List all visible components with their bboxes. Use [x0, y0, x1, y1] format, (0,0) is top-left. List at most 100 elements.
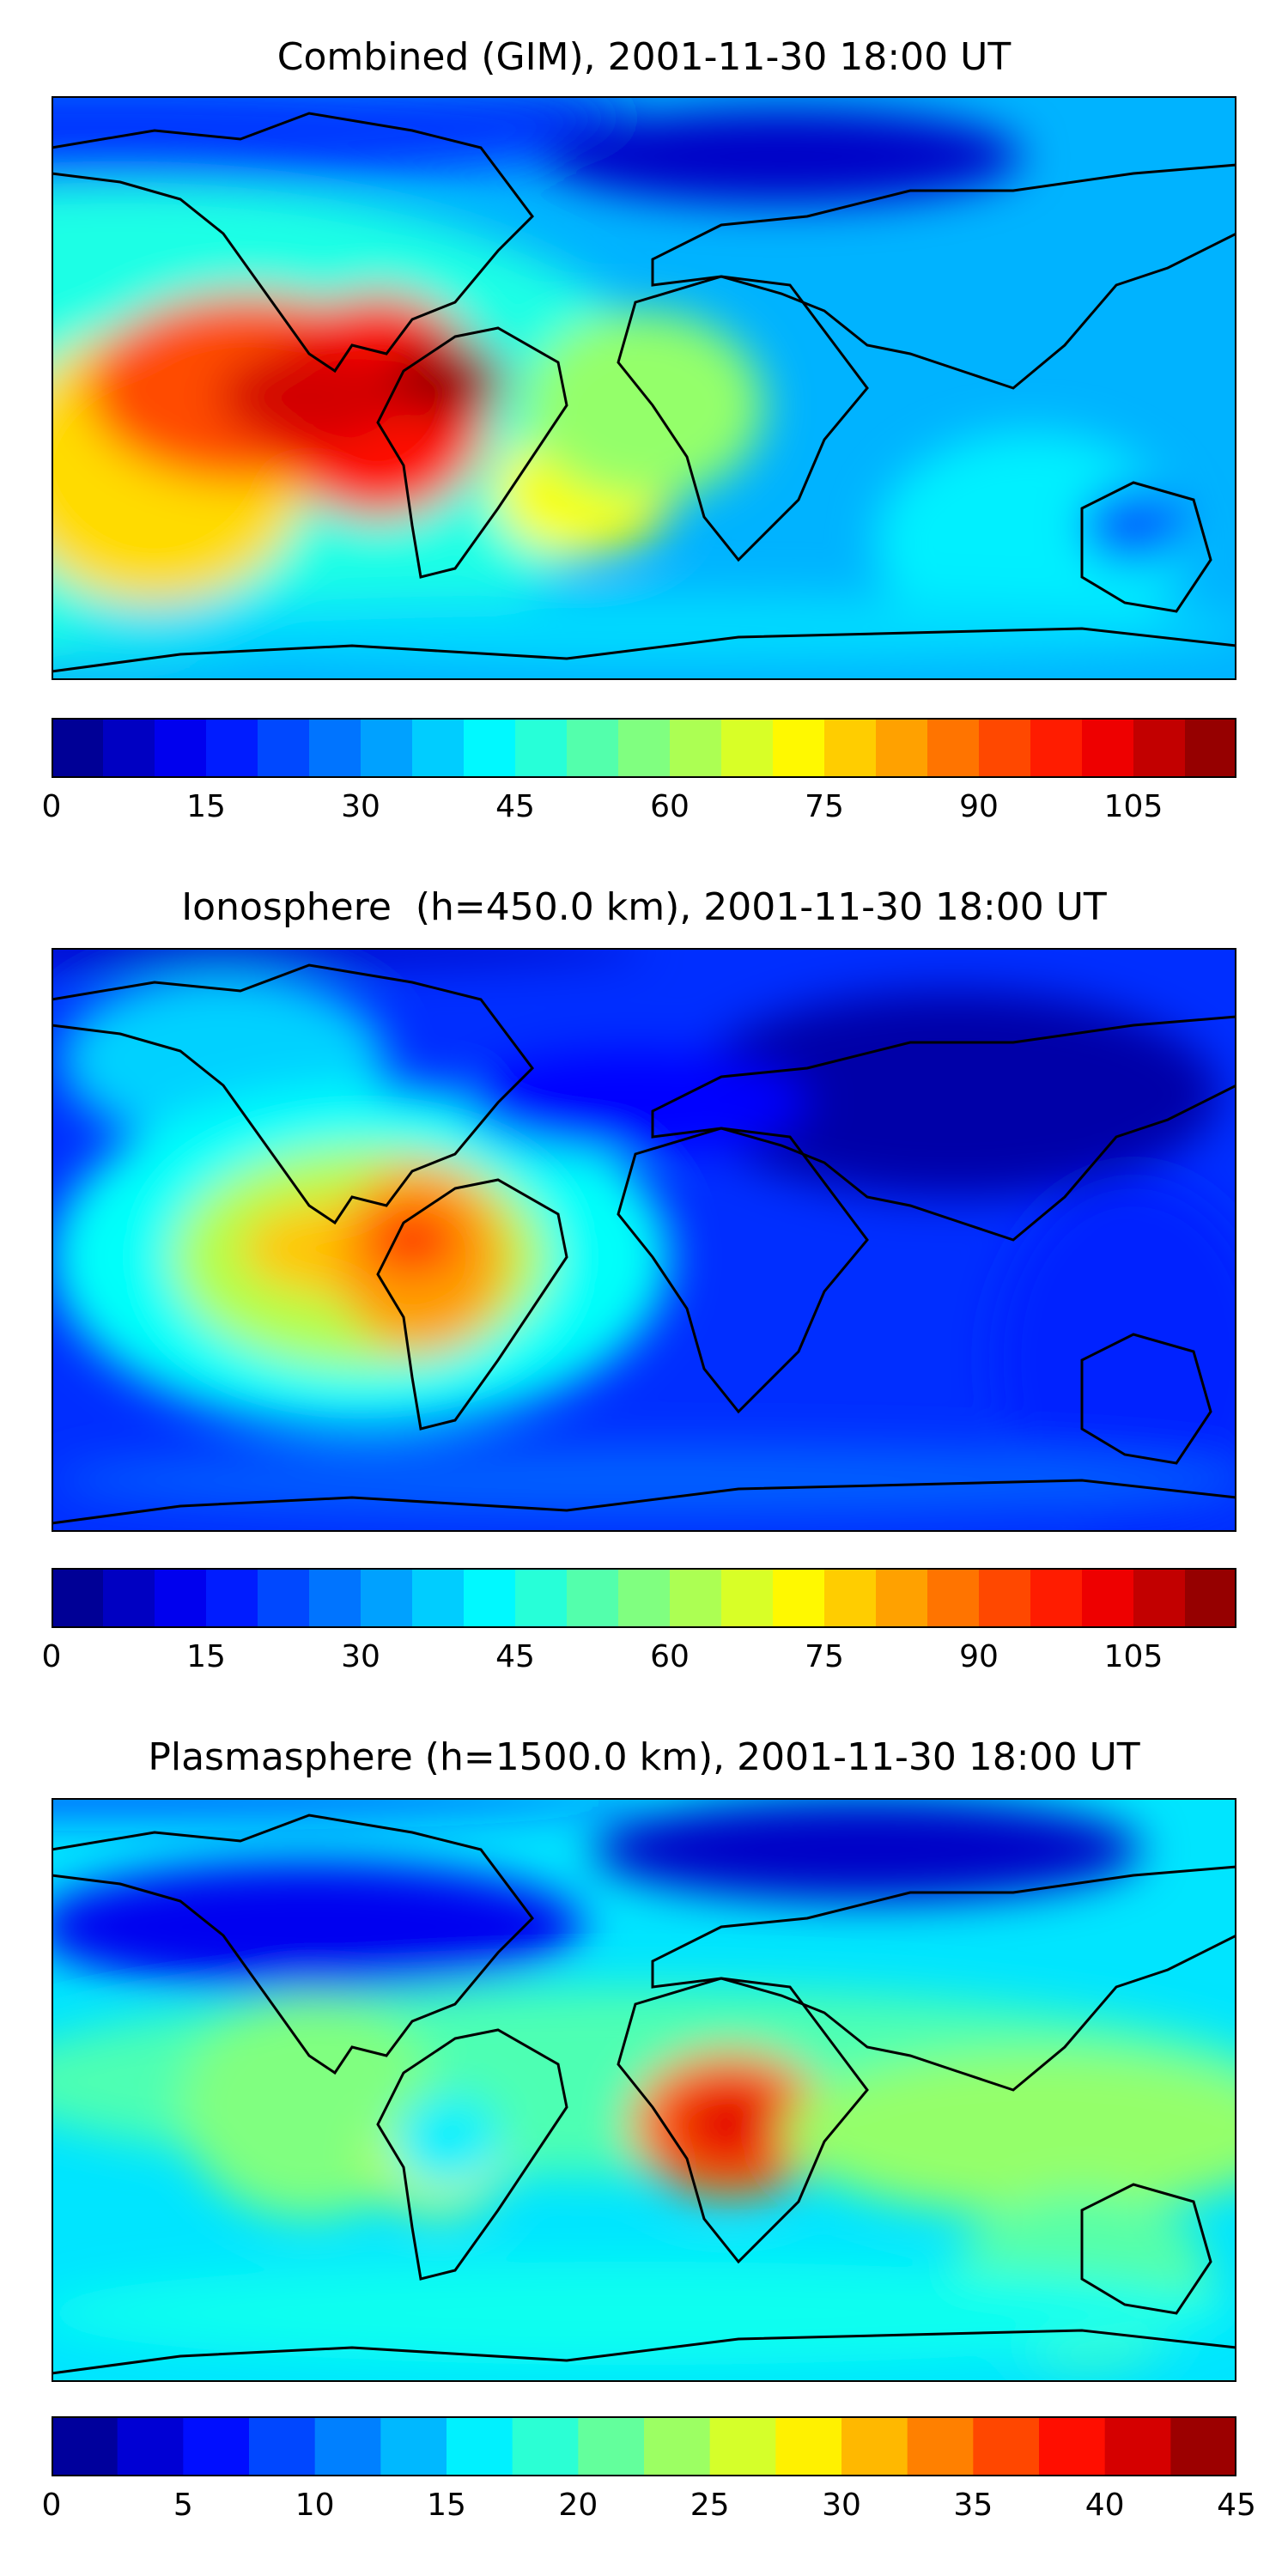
colorbar-segment	[1133, 1568, 1186, 1628]
colorbar-segment	[824, 1568, 877, 1628]
colorbar-tick-label: 75	[805, 789, 844, 824]
colorbar-segment	[876, 1568, 928, 1628]
map-frame	[52, 1798, 1236, 2382]
map-combined	[52, 96, 1236, 680]
colorbar-segment	[258, 1568, 310, 1628]
colorbar-segment	[512, 2416, 579, 2476]
colorbar-tick-label: 105	[1103, 1639, 1163, 1674]
colorbar-segment	[927, 718, 980, 778]
colorbar-frame	[52, 718, 1236, 778]
colorbar-segment	[876, 718, 928, 778]
panel-title-combined: Combined (GIM), 2001-11-30 18:00 UT	[276, 35, 1012, 79]
colorbar-segment	[412, 1568, 465, 1628]
colorbar-segment	[775, 2416, 842, 2476]
colorbar-tick-label: 35	[953, 2488, 993, 2523]
colorbar-tick-label: 60	[650, 789, 690, 824]
field-region	[781, 2051, 1236, 2215]
colorbar-tick-label: 90	[959, 789, 999, 824]
colorbar-segment	[155, 1568, 207, 1628]
colorbar-segment	[361, 718, 413, 778]
colorbar-segment	[206, 1568, 258, 1628]
colorbar-tick-label: 105	[1103, 789, 1163, 824]
colorbar-tick-label: 60	[650, 1639, 690, 1674]
colorbar-tick-label: 40	[1084, 2488, 1125, 2523]
colorbar-ionosphere	[52, 1568, 1236, 1628]
colorbar-tick-label: 45	[1217, 2488, 1256, 2523]
coastline	[376, 1178, 568, 1431]
field-region	[524, 311, 764, 500]
colorbar-segment	[841, 2416, 908, 2476]
colorbar-segment	[249, 2416, 316, 2476]
field-region	[1082, 487, 1185, 564]
colorbar-tick-label: 25	[690, 2488, 730, 2523]
colorbar-segment	[103, 1568, 155, 1628]
colorbar-segment	[309, 718, 361, 778]
colorbar-segment	[361, 1568, 413, 1628]
field-region	[52, 2262, 1236, 2365]
field-region	[52, 1798, 644, 1811]
map-ionosphere	[52, 948, 1236, 1532]
coastline	[52, 627, 1236, 673]
coastline	[376, 2028, 568, 2281]
colorbar-segment	[52, 718, 104, 778]
panel-title-plasmasphere: Plasmasphere (h=1500.0 km), 2001-11-30 1…	[148, 1735, 1140, 1779]
field-region	[541, 109, 1022, 204]
colorbar-segment	[1133, 718, 1186, 778]
coastline	[617, 1977, 869, 2264]
colorbar-segment	[721, 718, 774, 778]
colorbar-segment	[309, 1568, 361, 1628]
colorbar-tick-label: 15	[186, 1639, 226, 1674]
map-plasmasphere	[52, 1798, 1236, 2382]
colorbar-segment	[927, 1568, 980, 1628]
colorbar-segment	[464, 718, 516, 778]
coastline	[376, 326, 568, 579]
colorbar-segment	[412, 718, 465, 778]
colorbar-segment	[644, 2416, 711, 2476]
colorbar-segment	[824, 718, 877, 778]
coastline	[52, 2329, 1236, 2375]
colorbar-segment	[52, 1568, 104, 1628]
coastline	[617, 1127, 869, 1414]
colorbar-segment	[773, 718, 825, 778]
field-region	[219, 349, 399, 444]
colorbar-segment	[721, 1568, 774, 1628]
colorbar-segment	[1039, 2416, 1106, 2476]
field-region	[876, 431, 1185, 654]
colorbar-segment	[155, 718, 207, 778]
colorbar-segment	[515, 718, 568, 778]
colorbar-tick-label: 45	[495, 789, 535, 824]
panel-title-ionosphere: Ionosphere (h=450.0 km), 2001-11-30 18:0…	[181, 885, 1107, 929]
colorbar-frame	[52, 2416, 1236, 2476]
coastline	[1080, 2183, 1212, 2315]
colorbar-segment	[117, 2416, 184, 2476]
field-region	[687, 991, 1219, 1197]
colorbar-tick-label: 15	[186, 789, 226, 824]
field-region	[52, 948, 644, 965]
colorbar-tick-label: 20	[558, 2488, 598, 2523]
field-region	[996, 1180, 1236, 1532]
colorbar-segment	[1185, 1568, 1236, 1628]
colorbar-segment	[1082, 718, 1134, 778]
colorbar-segment	[314, 2416, 381, 2476]
colorbar-segment	[670, 1568, 722, 1628]
colorbar-tick-label: 45	[495, 1639, 535, 1674]
colorbar-segment	[1082, 1568, 1134, 1628]
colorbar-tick-label: 0	[41, 1639, 62, 1674]
colorbar-segment	[447, 2416, 513, 2476]
colorbar-segment	[515, 1568, 568, 1628]
colorbar-segment	[258, 718, 310, 778]
colorbar-segment	[618, 718, 671, 778]
colorbar-segment	[183, 2416, 250, 2476]
field-region	[386, 341, 507, 418]
coastline	[651, 1015, 1236, 1242]
colorbar-segment	[618, 1568, 671, 1628]
colorbar-segment	[578, 2416, 645, 2476]
coastline	[52, 963, 534, 1225]
colorbar-segment	[773, 1568, 825, 1628]
colorbar-tick-label: 30	[822, 2488, 861, 2523]
colorbar-segment	[1030, 718, 1083, 778]
colorbar-tick-label: 15	[427, 2488, 466, 2523]
field-region	[592, 1798, 1142, 1901]
colorbar-segment	[206, 718, 258, 778]
colorbar-segment	[1170, 2416, 1236, 2476]
